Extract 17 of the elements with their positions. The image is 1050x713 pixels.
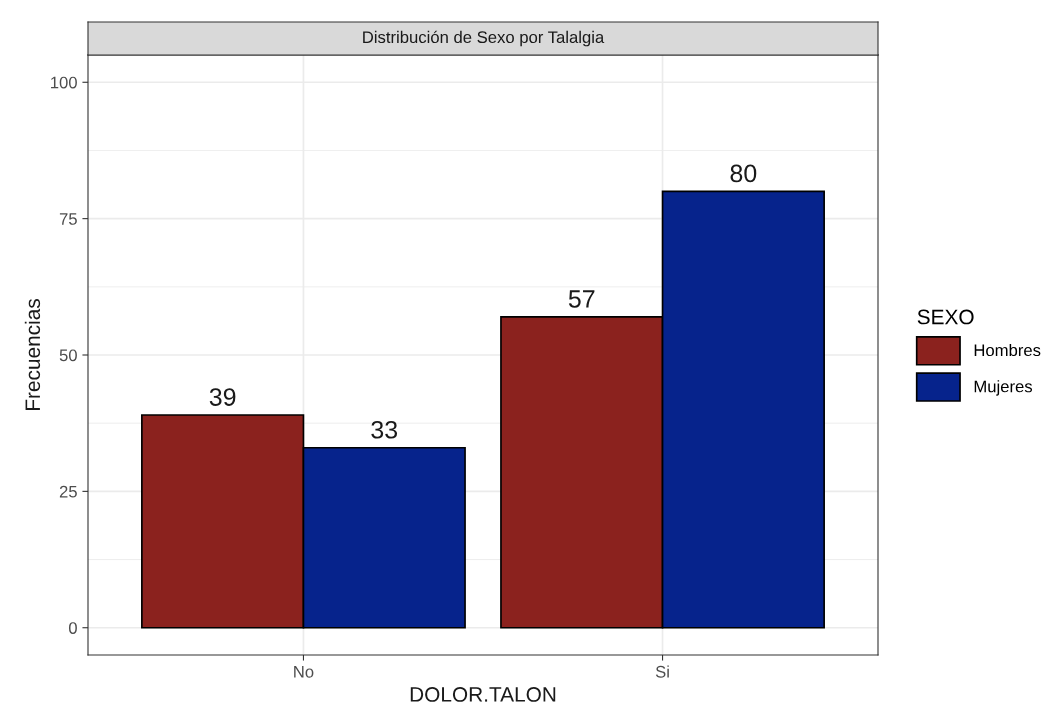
legend-label: Hombres [974, 343, 1041, 357]
y-tick-label: 100 [51, 76, 77, 89]
y-tick-label: 75 [59, 213, 77, 225]
data-label: 57 [568, 290, 595, 308]
y-tick-label: 0 [68, 622, 77, 634]
legend-title: SEXO [917, 309, 974, 325]
y-axis-title: Frecuencias [24, 299, 41, 411]
data-label: 33 [371, 420, 398, 439]
x-tick-label: Si [655, 665, 669, 678]
legend-label: Mujeres [974, 380, 1033, 396]
chart-title: Distribución de Sexo por Talalgia [363, 30, 605, 47]
data-label: 80 [730, 164, 757, 183]
y-tick-label: 25 [59, 485, 77, 498]
x-tick-label: No [294, 666, 314, 678]
y-tick-label: 50 [59, 349, 77, 362]
x-axis-title: DOLOR.TALON [410, 687, 556, 702]
data-label: 39 [209, 388, 236, 406]
